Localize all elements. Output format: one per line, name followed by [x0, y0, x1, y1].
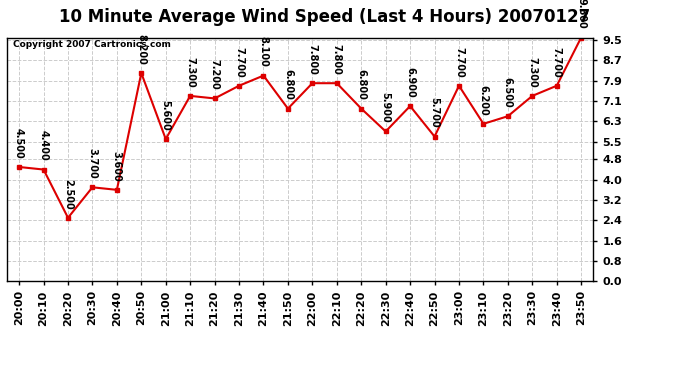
Text: 7.300: 7.300 — [527, 57, 538, 88]
Text: 7.700: 7.700 — [454, 46, 464, 77]
Text: 5.900: 5.900 — [381, 92, 391, 123]
Text: 7.800: 7.800 — [332, 44, 342, 75]
Text: 8.200: 8.200 — [137, 34, 146, 65]
Text: 9.600: 9.600 — [576, 0, 586, 29]
Text: 6.800: 6.800 — [283, 69, 293, 100]
Text: 6.800: 6.800 — [356, 69, 366, 100]
Text: 7.800: 7.800 — [307, 44, 317, 75]
Text: Copyright 2007 Cartronics.com: Copyright 2007 Cartronics.com — [13, 40, 170, 49]
Text: 2.500: 2.500 — [63, 179, 73, 210]
Text: 8.100: 8.100 — [259, 36, 268, 67]
Text: 6.500: 6.500 — [503, 77, 513, 108]
Text: 4.400: 4.400 — [39, 130, 48, 161]
Text: 7.700: 7.700 — [234, 46, 244, 77]
Text: 4.500: 4.500 — [14, 128, 24, 159]
Text: 3.700: 3.700 — [88, 148, 97, 179]
Text: 5.600: 5.600 — [161, 100, 170, 131]
Text: 6.200: 6.200 — [478, 85, 489, 116]
Text: 7.300: 7.300 — [185, 57, 195, 88]
Text: 7.200: 7.200 — [210, 59, 219, 90]
Text: 5.700: 5.700 — [430, 98, 440, 128]
Text: 3.600: 3.600 — [112, 151, 122, 182]
Text: 10 Minute Average Wind Speed (Last 4 Hours) 20070127: 10 Minute Average Wind Speed (Last 4 Hou… — [59, 8, 590, 26]
Text: 6.900: 6.900 — [405, 67, 415, 98]
Text: 7.700: 7.700 — [552, 46, 562, 77]
